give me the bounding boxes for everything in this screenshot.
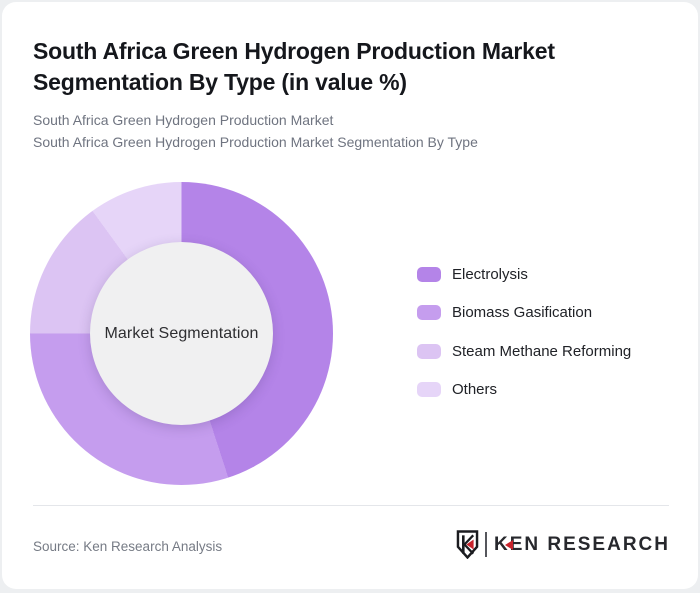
subtitle-line-2: South Africa Green Hydrogen Production M… [33,134,478,150]
logo-red-triangle-icon [504,539,513,550]
legend-item-electrolysis: Electrolysis [417,265,631,283]
legend-swatch-steam-methane-reforming [417,343,441,359]
legend-label: Steam Methane Reforming [452,342,632,360]
chart-title: South Africa Green Hydrogen Production M… [33,38,555,95]
legend-label: Electrolysis [452,265,528,283]
legend-item-steam-methane-reforming: Steam Methane Reforming [417,342,632,360]
chart-legend: Electrolysis Biomass Gasification Steam … [417,266,631,420]
donut-hole: Market Segmentation [90,242,273,425]
donut-chart: Market Segmentation [30,182,333,485]
legend-swatch-electrolysis [417,266,441,282]
legend-label: Others [452,381,498,398]
donut-center-label: Market Segmentation [104,324,259,342]
logo-divider-bar [484,532,487,557]
legend-swatch-biomass-gasification [417,305,441,320]
logo-text: KEN RESEARCH [493,533,670,555]
legend-item-others: Others [417,381,631,398]
legend-label: Biomass Gasification [452,304,593,321]
ken-research-logo: KEN RESEARCH [456,530,670,559]
subtitle-line-1: South Africa Green Hydrogen Production M… [33,112,334,128]
legend-item-biomass-gasification: Biomass Gasification [417,304,631,321]
ken-research-shield-icon [456,530,479,559]
footer-divider [33,505,669,506]
legend-swatch-others [417,382,441,397]
source-text: Source: Ken Research Analysis [33,539,223,554]
chart-subtitle: South Africa Green Hydrogen Production M… [33,109,663,153]
